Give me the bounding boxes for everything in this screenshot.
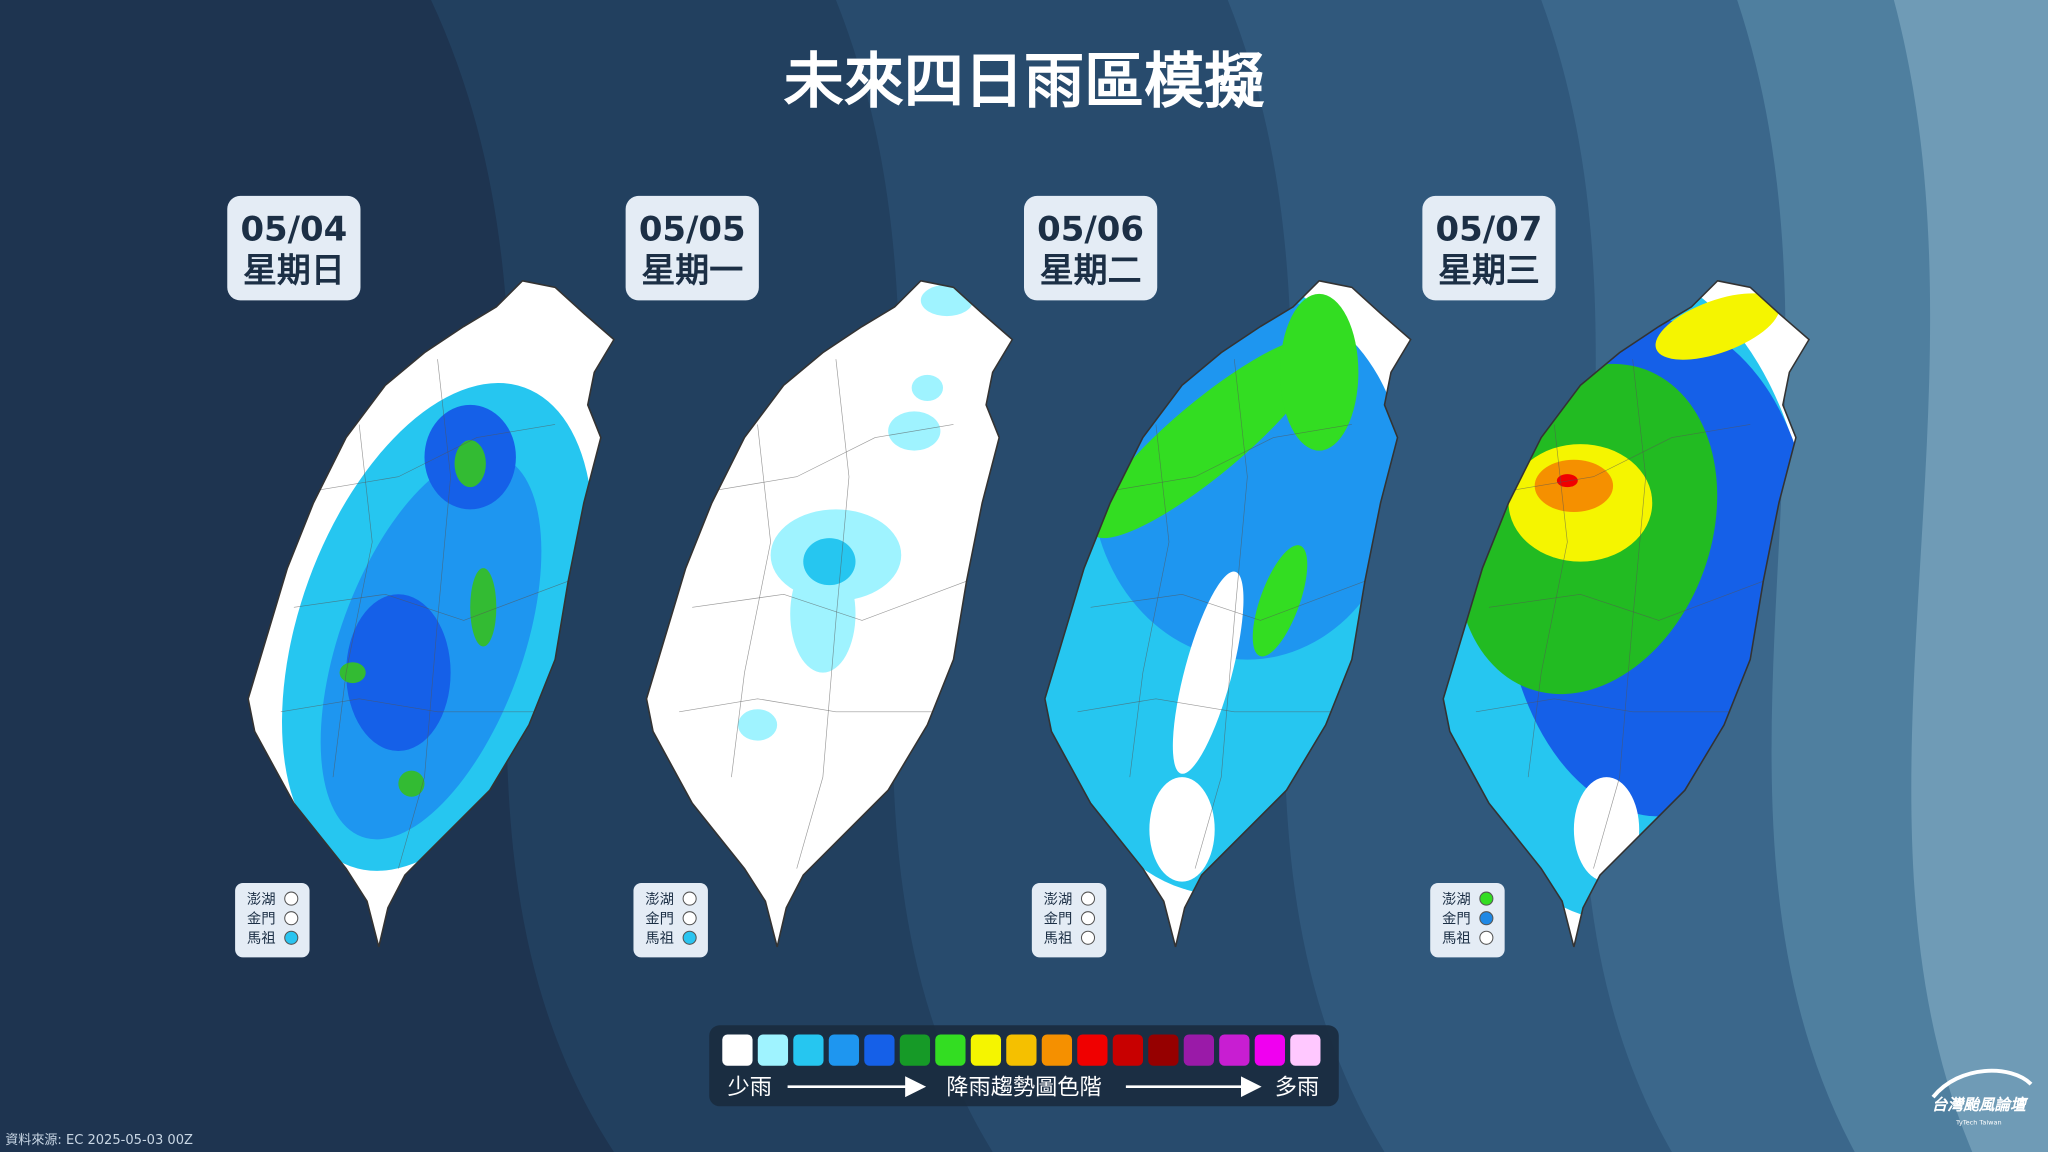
date: 05/05 bbox=[639, 209, 746, 249]
legend-swatch bbox=[1112, 1034, 1144, 1066]
legend-swatch bbox=[1041, 1034, 1073, 1066]
island-indicator bbox=[284, 930, 299, 945]
legend-swatch bbox=[1183, 1034, 1215, 1066]
weekday: 星期一 bbox=[641, 251, 743, 291]
legend: 少雨 降雨趨勢圖色階 多雨 bbox=[709, 1025, 1339, 1107]
island-name: 馬祖 bbox=[645, 930, 674, 947]
legend-swatch bbox=[828, 1034, 860, 1066]
date-box bbox=[625, 195, 759, 301]
island-name: 馬祖 bbox=[1044, 930, 1073, 947]
panels: 05/04星期日澎湖金門馬祖05/05星期一澎湖金門馬祖05/06星期二澎湖金門… bbox=[227, 195, 1556, 958]
legend-swatch bbox=[1254, 1034, 1285, 1066]
island-name: 馬祖 bbox=[1442, 930, 1471, 947]
date: 05/07 bbox=[1436, 209, 1543, 249]
island-indicator bbox=[682, 891, 697, 906]
logo-name: 台灣颱風論壇 bbox=[1932, 1095, 2029, 1114]
island-indicator bbox=[1479, 891, 1494, 906]
legend-swatch bbox=[935, 1034, 966, 1066]
date-box bbox=[227, 195, 361, 301]
island-name: 澎湖 bbox=[247, 891, 276, 908]
legend-swatch bbox=[899, 1034, 931, 1066]
date-box bbox=[1422, 195, 1556, 301]
map bbox=[247, 280, 615, 948]
island-indicator bbox=[682, 911, 697, 926]
legend-low: 少雨 bbox=[728, 1075, 772, 1101]
island-name: 馬祖 bbox=[247, 930, 276, 947]
island-indicator bbox=[284, 911, 299, 926]
island-name: 金門 bbox=[645, 910, 674, 927]
date: 05/06 bbox=[1037, 209, 1144, 249]
logo: 台灣颱風論壇 TyTech Taiwan bbox=[1931, 1068, 2033, 1127]
legend-swatch bbox=[757, 1034, 789, 1066]
island-name: 金門 bbox=[1442, 910, 1471, 927]
legend-swatch bbox=[864, 1034, 895, 1066]
island-name: 金門 bbox=[1044, 910, 1073, 927]
legend-swatch bbox=[722, 1034, 753, 1066]
island-indicator bbox=[1080, 891, 1096, 906]
legend-swatch bbox=[970, 1034, 1002, 1066]
island-name: 澎湖 bbox=[1044, 891, 1073, 908]
island-name: 金門 bbox=[247, 910, 276, 927]
weekday: 星期日 bbox=[243, 251, 345, 291]
map bbox=[645, 280, 1014, 948]
island-indicator bbox=[1080, 911, 1096, 926]
island-indicator bbox=[1479, 911, 1494, 926]
weekday: 星期二 bbox=[1040, 251, 1142, 291]
logo-subtitle: TyTech Taiwan bbox=[1955, 1119, 2002, 1127]
date-box bbox=[1024, 195, 1158, 301]
legend-title: 降雨趨勢圖色階 bbox=[946, 1075, 1101, 1101]
legend-swatch bbox=[1148, 1034, 1179, 1066]
island-indicator bbox=[682, 930, 697, 945]
legend-swatch bbox=[1077, 1034, 1108, 1066]
legend-swatch bbox=[1290, 1034, 1321, 1066]
island-name: 澎湖 bbox=[1442, 891, 1471, 908]
date: 05/04 bbox=[240, 209, 347, 249]
weekday: 星期三 bbox=[1438, 251, 1540, 291]
island-name: 澎湖 bbox=[645, 891, 674, 908]
legend-swatch bbox=[793, 1034, 824, 1066]
island-indicator bbox=[1080, 930, 1096, 945]
legend-swatch bbox=[1006, 1034, 1037, 1066]
legend-high: 多雨 bbox=[1275, 1075, 1319, 1101]
source: 資料來源: EC 2025-05-03 00Z bbox=[5, 1133, 193, 1148]
island-indicator bbox=[284, 891, 299, 906]
title: 未來四日雨區模擬 bbox=[784, 47, 1265, 117]
island-indicator bbox=[1479, 930, 1494, 945]
legend-swatch bbox=[1219, 1034, 1250, 1066]
